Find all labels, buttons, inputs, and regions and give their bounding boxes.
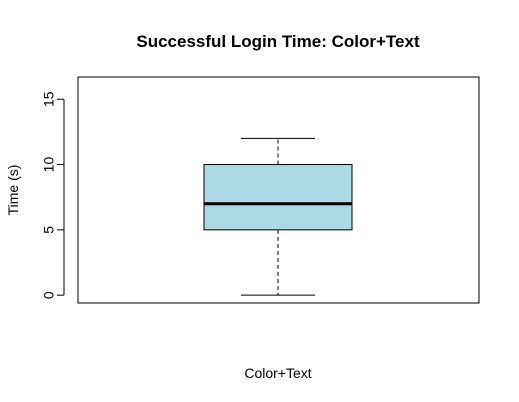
chart-title: Successful Login Time: Color+Text	[136, 32, 420, 51]
y-axis-label: Time (s)	[5, 165, 21, 216]
iqr-box	[203, 164, 353, 231]
y-tick-label-3: 15	[41, 91, 57, 107]
plot-area-frame	[77, 76, 480, 304]
y-tick-label-1: 5	[41, 226, 57, 234]
y-axis: 0 5 10 15	[41, 91, 65, 299]
y-tick-label-0: 0	[41, 291, 57, 299]
x-axis-label: Color+Text	[244, 365, 311, 381]
y-tick-label-2: 10	[41, 157, 57, 173]
box-series	[203, 137, 353, 296]
